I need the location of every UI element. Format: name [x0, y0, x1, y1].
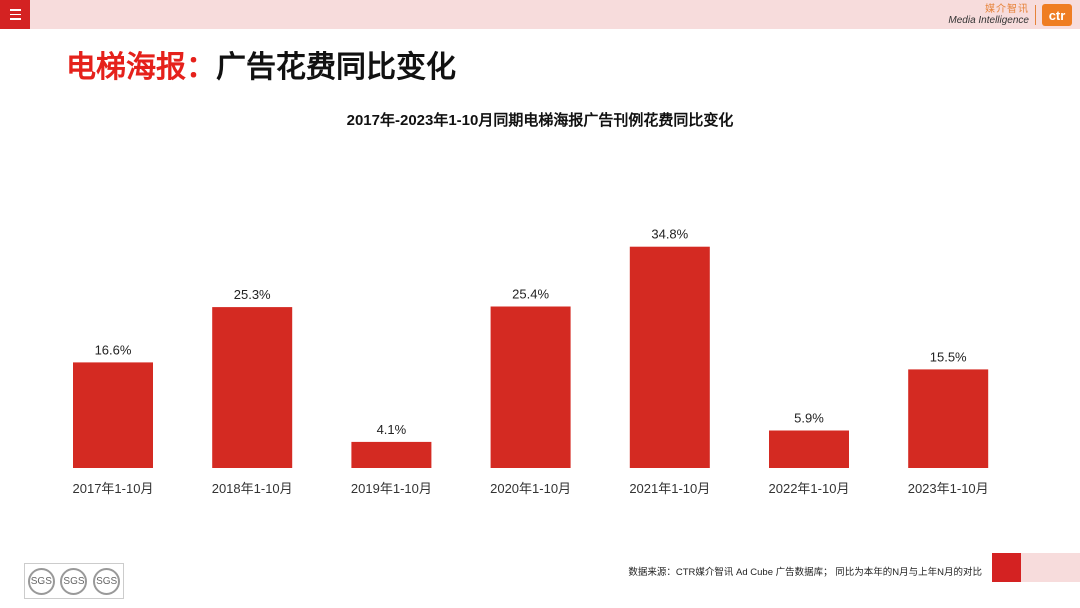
category-label: 2017年1-10月 [73, 481, 154, 496]
bar-2 [351, 441, 432, 468]
bar-value-label: 4.1% [377, 422, 407, 437]
bar-4 [629, 246, 710, 468]
bar-6 [908, 369, 989, 468]
brand-name-en: Media Intelligence [948, 15, 1029, 26]
chart-title: 2017年-2023年1-10月同期电梯海报广告刊例花费同比变化 [346, 112, 734, 129]
bar-value-label: 34.8% [651, 227, 688, 242]
bar-value-label: 25.4% [512, 287, 549, 302]
bar-3 [490, 306, 571, 468]
brand-name-cn: 媒介智讯 [985, 4, 1029, 15]
category-label: 2023年1-10月 [908, 481, 989, 496]
ctr-logo: ctr [1042, 4, 1072, 26]
bar-value-label: 15.5% [930, 349, 967, 364]
certification-badges: SGS SGS SGS [24, 563, 124, 599]
sgs-badge-icon: SGS [93, 567, 121, 595]
bar-0 [73, 362, 153, 468]
bar-value-label: 16.6% [95, 342, 132, 357]
bar-value-label: 5.9% [794, 411, 824, 426]
category-label: 2022年1-10月 [769, 481, 850, 496]
bar-value-label: 25.3% [234, 287, 271, 302]
brand-logo-area: 媒介智讯 Media Intelligence ctr [948, 3, 1072, 27]
top-bar [0, 0, 1080, 29]
sgs-badge-icon: SGS [27, 567, 55, 595]
category-label: 2019年1-10月 [351, 481, 432, 496]
hamburger-menu-icon[interactable] [0, 0, 30, 29]
page-title-main: 广告花费同比变化 [216, 51, 456, 84]
category-label: 2018年1-10月 [212, 481, 293, 496]
sgs-badge-icon: SGS [60, 567, 88, 595]
data-source-note: 数据来源：CTR媒介智讯 Ad Cube 广告数据库； 同比为本年的N月与上年N… [628, 567, 982, 578]
category-label: 2021年1-10月 [629, 481, 710, 496]
page-title-prefix: 电梯海报： [66, 51, 216, 84]
footer-accent-block [992, 553, 1021, 582]
category-label: 2020年1-10月 [490, 481, 571, 496]
page-title: 电梯海报：广告花费同比变化 [66, 48, 456, 88]
brand-divider [1035, 5, 1036, 25]
bar-5 [769, 430, 849, 468]
bar-1 [212, 307, 293, 468]
